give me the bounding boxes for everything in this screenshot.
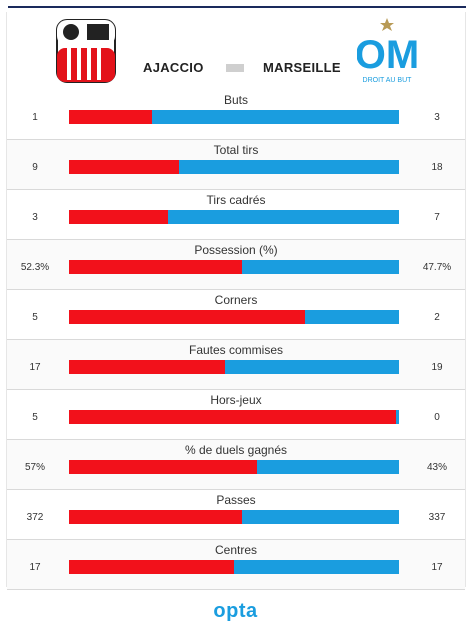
stat-label: Fautes commises [188, 343, 284, 357]
home-value: 1 [32, 112, 38, 123]
ajaccio-crest-icon [56, 19, 116, 83]
home-bar-fill [69, 410, 396, 424]
top-rule [8, 6, 466, 8]
away-value: 47.7% [422, 262, 452, 273]
stat-row: Buts 1 3 [7, 90, 465, 140]
home-value: 3 [32, 212, 38, 223]
comparison-bar [69, 560, 399, 574]
stat-row: Hors-jeux 5 0 [7, 390, 465, 440]
comparison-bar [69, 160, 399, 174]
away-value: 18 [431, 162, 443, 173]
home-bar-fill [69, 360, 225, 374]
home-bar-fill [69, 210, 168, 224]
stat-row: Passes 372 337 [7, 490, 465, 540]
vs-separator [226, 64, 244, 72]
home-value: 5 [32, 412, 38, 423]
stat-label: Buts [223, 93, 248, 107]
away-value: 7 [434, 212, 440, 223]
home-value: 9 [32, 162, 38, 173]
svg-text:OM: OM [357, 33, 417, 77]
home-value: 17 [29, 562, 41, 573]
stat-row: Centres 17 17 [7, 540, 465, 590]
away-value: 17 [431, 562, 443, 573]
comparison-bar [69, 260, 399, 274]
home-bar-fill [69, 160, 179, 174]
stat-row: Tirs cadrés 3 7 [7, 190, 465, 240]
comparison-bar [69, 310, 399, 324]
stats-card: AJACCIO MARSEILLE OM DROIT AU BUT Buts 1 3… [6, 12, 466, 590]
marseille-crest-icon: OM DROIT AU BUT [357, 18, 417, 84]
stat-label: Centres [214, 543, 258, 557]
away-value: 43% [426, 462, 447, 473]
stats-list: Buts 1 3 Total tirs 9 18 Tirs cadrés 3 7 Possessi… [7, 90, 465, 590]
home-value: 5 [32, 312, 38, 323]
home-bar-fill [69, 110, 152, 124]
away-value: 337 [428, 512, 446, 523]
comparison-bar [69, 410, 399, 424]
comparison-bar [69, 360, 399, 374]
stat-label: Hors-jeux [210, 393, 262, 407]
stat-label: Corners [214, 293, 258, 307]
stat-row: % de duels gagnés 57% 43% [7, 440, 465, 490]
stat-label: Possession (%) [194, 243, 278, 257]
away-team-name: MARSEILLE [263, 60, 341, 75]
home-bar-fill [69, 510, 243, 524]
away-value: 3 [434, 112, 440, 123]
stat-row: Total tirs 9 18 [7, 140, 465, 190]
home-value: 17 [29, 362, 41, 373]
comparison-bar [69, 110, 399, 124]
footer: opta [0, 600, 471, 630]
stat-label: Passes [216, 493, 256, 507]
match-header: AJACCIO MARSEILLE OM DROIT AU BUT [7, 12, 465, 90]
home-bar-fill [69, 460, 258, 474]
comparison-bar [69, 460, 399, 474]
stat-label: Tirs cadrés [206, 193, 266, 207]
stat-label: % de duels gagnés [184, 443, 288, 457]
away-value: 0 [434, 412, 440, 423]
stat-label: Total tirs [213, 143, 259, 157]
home-bar-fill [69, 260, 242, 274]
comparison-bar [69, 510, 399, 524]
home-value: 57% [24, 462, 45, 473]
crest-caption: DROIT AU BUT [363, 77, 413, 84]
stat-row: Corners 5 2 [7, 290, 465, 340]
home-bar-fill [69, 560, 234, 574]
stat-row: Possession (%) 52.3% 47.7% [7, 240, 465, 290]
home-bar-fill [69, 310, 305, 324]
home-team-name: AJACCIO [143, 60, 204, 75]
away-value: 2 [434, 312, 440, 323]
stat-row: Fautes commises 17 19 [7, 340, 465, 390]
comparison-bar [69, 210, 399, 224]
home-value: 372 [26, 512, 44, 523]
opta-logo: opta [213, 600, 258, 622]
away-value: 19 [431, 362, 443, 373]
home-value: 52.3% [20, 262, 50, 273]
